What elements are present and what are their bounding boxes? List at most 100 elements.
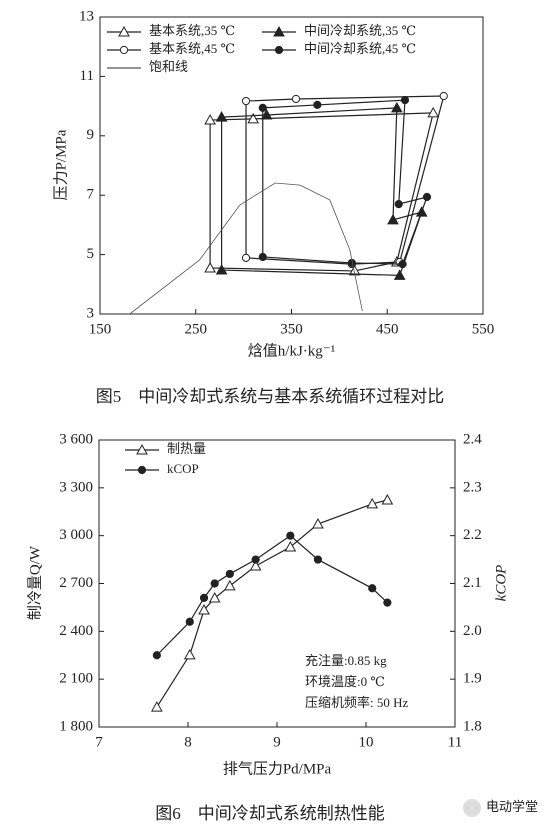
watermark-icon [463,799,481,817]
data-point [258,252,267,262]
legend-marker [274,45,284,55]
data-point [366,497,379,509]
y-tick-label: 2 400 [59,623,93,639]
data-point [398,260,407,269]
data-point [210,579,219,588]
legend-label: 中间冷却系统,45 ℃ [304,41,416,56]
legend-label: 中间冷却系统,35 ℃ [304,23,416,38]
plot-frame [98,439,456,728]
series-line [245,95,445,265]
y-tick-label: 1 800 [59,718,93,734]
legend-marker [118,25,130,37]
legend-label: 制热量 [167,441,206,456]
data-point [291,94,301,104]
x-tick-label: 11 [448,734,462,750]
x-tick-label: 350 [280,321,303,337]
y-tick-label: 7 [87,187,95,203]
y2-tick-label: 2.4 [463,431,482,447]
y-tick-label: 3 600 [59,431,93,447]
y-tick-label: 2 100 [59,671,93,687]
y2-axis-label: kCOP [493,565,509,602]
data-point [152,651,161,660]
data-point [400,96,410,105]
y-tick-label: 5 [87,246,95,262]
data-point [313,100,322,110]
data-point [249,559,262,571]
data-point [368,584,377,593]
x-axis-label: 排气压力Pd/MPa [223,760,332,777]
caption: 图6 中间冷却式系统制热性能 [155,804,385,823]
data-point [241,96,251,106]
data-point [225,569,234,579]
x-tick-label: 550 [472,321,495,337]
x-axis-label: 焓值h/kJ·kg⁻¹ [248,342,335,359]
y-tick-label: 3 300 [59,479,93,495]
data-point [185,617,194,626]
data-point [313,555,323,564]
data-point [204,261,216,273]
legend-marker [137,465,147,475]
x-tick-label: 7 [95,734,103,750]
data-point [383,598,392,607]
data-point [390,101,403,113]
data-point [439,91,448,101]
data-point [241,253,251,262]
data-point [215,264,228,275]
x-tick-label: 9 [273,734,281,750]
data-point [223,579,236,591]
data-point [387,213,399,225]
y-tick-label: 3 [87,305,95,321]
y-tick-label: 3 000 [59,527,93,543]
x-tick-label: 250 [185,321,208,337]
legend-marker [273,25,285,37]
watermark: 电动学堂 [486,799,538,814]
data-point [422,192,432,202]
y-tick-label: 9 [87,127,95,143]
data-point [208,591,221,603]
annotation: 压缩机频率: 50 Hz [305,695,409,710]
y2-tick-label: 2.3 [463,479,482,495]
legend-marker [119,45,129,55]
x-tick-label: 150 [89,321,112,337]
y2-tick-label: 2.2 [463,527,482,543]
data-point [394,200,403,209]
y2-tick-label: 1.8 [463,718,482,734]
legend-marker [136,443,148,455]
data-point [258,103,267,112]
data-point [199,593,209,602]
legend-label: 饱和线 [149,59,188,74]
data-point [198,603,210,615]
y2-tick-label: 2.0 [463,623,482,639]
data-point [381,493,394,505]
data-point [427,106,440,118]
data-point [286,531,295,540]
y-axis-label: 压力P/MPa [52,129,69,200]
data-point [393,269,406,280]
legend-label: kCOP [167,461,199,476]
series-line [221,107,423,277]
y-tick-label: 11 [80,68,94,84]
x-tick-label: 10 [359,734,374,750]
data-point [151,701,163,712]
y-tick-label: 2 700 [59,575,93,591]
y2-tick-label: 2.1 [463,575,482,591]
annotation: 环境温度:0 ℃ [305,674,385,689]
x-tick-label: 8 [184,734,192,750]
y-axis-label: 制冷量Q/W [26,545,43,620]
data-point [312,517,324,529]
x-tick-label: 450 [376,321,399,337]
caption: 图5 中间冷却式系统与基本系统循环过程对比 [96,387,445,406]
data-point [260,108,273,120]
series-line [156,534,388,656]
series-line [156,499,388,708]
saturation-line [129,182,363,315]
data-point [215,111,228,122]
data-point [284,540,297,552]
data-point [183,648,196,660]
y-tick-label: 13 [79,8,94,24]
annotation: 充注量:0.85 kg [305,653,387,668]
legend-label: 基本系统,35 ℃ [149,23,235,38]
legend-label: 基本系统,45 ℃ [149,41,235,56]
